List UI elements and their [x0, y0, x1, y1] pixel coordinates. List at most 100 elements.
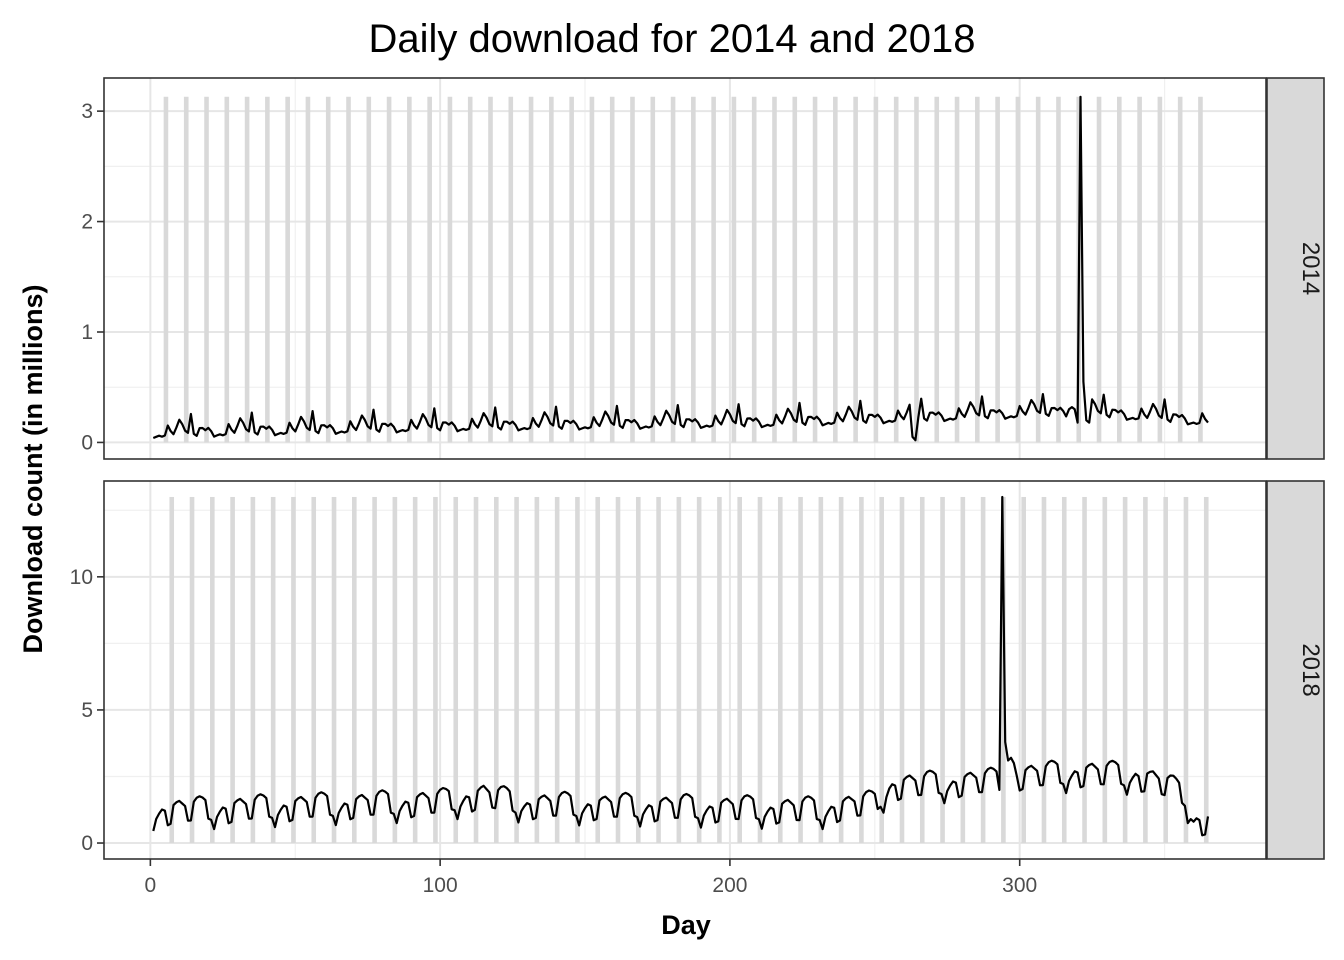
- weekend-band: [291, 496, 296, 844]
- weekend-band: [427, 96, 432, 443]
- weekend-band: [285, 96, 290, 443]
- weekend-band: [1061, 496, 1067, 844]
- x-tick-label: 200: [712, 874, 747, 897]
- weekend-band: [569, 96, 574, 443]
- y-tick-label: 0: [81, 832, 93, 855]
- weekend-band: [250, 496, 256, 844]
- weekend-band: [609, 96, 615, 443]
- y-tick-label: 0: [81, 431, 93, 454]
- weekend-band: [940, 496, 945, 844]
- weekend-band: [954, 96, 960, 443]
- weekend-band: [859, 496, 864, 844]
- panel-border: [103, 480, 1267, 860]
- weekend-band: [670, 96, 676, 443]
- weekend-band: [372, 496, 377, 844]
- weekend-band: [163, 96, 169, 443]
- weekend-band: [772, 96, 777, 443]
- weekend-band: [549, 96, 554, 443]
- panel-2014: 2014 0 1 2 3: [81, 77, 1325, 460]
- weekend-band: [169, 496, 175, 844]
- weekend-band: [873, 96, 879, 443]
- y-tick-label: 1: [81, 321, 93, 344]
- weekend-band: [711, 96, 716, 443]
- weekend-band: [737, 496, 743, 844]
- weekend-band: [934, 96, 940, 443]
- weekend-band: [1021, 496, 1026, 844]
- weekend-band: [224, 96, 230, 443]
- weekend-band: [975, 96, 980, 443]
- weekend-band: [1082, 496, 1087, 844]
- weekend-band: [1035, 96, 1041, 443]
- weekend-band: [210, 496, 215, 844]
- weekend-band: [508, 96, 514, 443]
- weekend-band: [433, 496, 438, 844]
- chart-title: Daily download for 2014 and 2018: [368, 17, 975, 61]
- weekend-band: [352, 496, 357, 844]
- weekend-band: [534, 496, 540, 844]
- weekend-band: [980, 496, 986, 844]
- weekend-band: [818, 496, 824, 844]
- weekend-band: [589, 96, 595, 443]
- weekend-band: [812, 96, 818, 443]
- weekend-band: [838, 496, 844, 844]
- panel-background: [104, 78, 1266, 459]
- weekend-band: [635, 496, 641, 844]
- weekend-band: [595, 496, 601, 844]
- weekend-band: [1137, 96, 1142, 443]
- weekend-band: [853, 96, 858, 443]
- weekend-band: [493, 496, 499, 844]
- x-tick-label: 100: [423, 874, 458, 897]
- weekend-band: [1096, 96, 1102, 443]
- weekend-band: [447, 96, 453, 443]
- weekend-band: [412, 496, 418, 844]
- weekend-band: [615, 496, 621, 844]
- weekend-band: [1163, 496, 1168, 844]
- panel-border: [103, 77, 1267, 460]
- weekend-band: [575, 496, 580, 844]
- weekend-band: [696, 496, 702, 844]
- weekend-band: [1183, 496, 1189, 844]
- x-axis-title: Day: [661, 910, 711, 940]
- weekend-band: [777, 496, 783, 844]
- weekend-band: [331, 496, 337, 844]
- strip-label: 2014: [1297, 242, 1324, 295]
- x-tick-label: 300: [1002, 874, 1037, 897]
- weekend-band: [270, 496, 276, 844]
- strip-background: [1266, 77, 1325, 460]
- weekend-band: [1122, 496, 1128, 844]
- weekend-band: [244, 96, 250, 443]
- weekend-band: [346, 96, 351, 443]
- weekend-band: [919, 496, 925, 844]
- weekend-band: [514, 496, 519, 844]
- weekend-band: [305, 96, 311, 443]
- weekend-band: [914, 96, 919, 443]
- weekend-band: [792, 96, 798, 443]
- weekend-band: [1177, 96, 1183, 443]
- weekend-band: [1102, 496, 1108, 844]
- weekend-band: [1041, 496, 1047, 844]
- weekend-band: [1143, 496, 1148, 844]
- weekend-band: [554, 496, 560, 844]
- weekend-band: [204, 96, 209, 443]
- weekend-band: [676, 496, 682, 844]
- weekend-band: [528, 96, 534, 443]
- weekend-band: [1198, 96, 1203, 443]
- weekend-band: [995, 96, 1000, 443]
- x-tick-label: 0: [145, 874, 157, 897]
- weekend-band: [407, 96, 412, 443]
- series-line-2014: [152, 95, 1209, 442]
- weekend-band: [1203, 496, 1209, 844]
- weekend-band: [899, 496, 905, 844]
- strip-label: 2018: [1297, 643, 1324, 696]
- y-tick-label: 5: [81, 699, 93, 722]
- weekend-band: [656, 496, 661, 844]
- weekend-band: [630, 96, 635, 443]
- weekend-band: [467, 96, 473, 443]
- weekend-band: [311, 496, 317, 844]
- weekend-band: [392, 496, 398, 844]
- weekend-band: [230, 496, 235, 844]
- weekend-band: [833, 96, 838, 443]
- weekend-band: [893, 96, 899, 443]
- weekend-band: [757, 496, 763, 844]
